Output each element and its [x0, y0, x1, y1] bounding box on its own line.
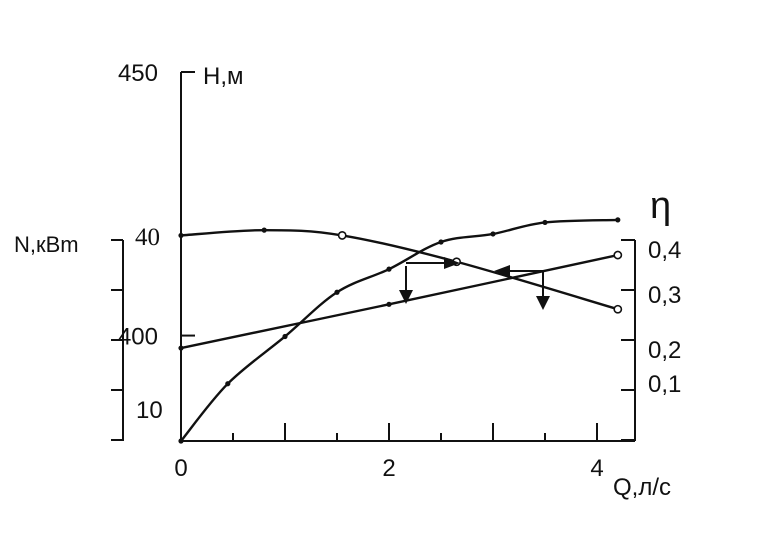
power-axis-title: N,кВm — [14, 232, 79, 257]
head-tick-label: 400 — [118, 324, 158, 351]
head-axis-title: H,м — [203, 63, 244, 90]
data-point-N — [386, 301, 392, 307]
series-line-N — [179, 253, 619, 350]
x-tick-label: 0 — [174, 455, 187, 482]
data-point-eta — [490, 231, 496, 237]
efficiency-tick-label: 0,2 — [648, 337, 681, 364]
series-line-eta — [179, 218, 619, 443]
data-point-H — [261, 227, 267, 233]
efficiency-tick-label: 0,1 — [648, 371, 681, 398]
power-tick-label: 40 — [135, 224, 160, 251]
head-tick-label: 450 — [118, 60, 158, 87]
axis-arrow-left — [399, 257, 460, 304]
data-point-eta — [615, 217, 621, 223]
data-point-H — [613, 304, 623, 314]
data-point-eta — [225, 381, 231, 387]
x-tick-label: 4 — [590, 455, 603, 482]
data-point-H — [178, 232, 184, 239]
x-axis-title: Q,л/с — [613, 474, 671, 501]
data-point-eta — [334, 289, 340, 295]
data-point-H — [337, 231, 347, 240]
data-point-eta — [178, 438, 184, 444]
x-tick-label: 2 — [382, 455, 395, 482]
marker-layer — [178, 217, 623, 444]
series-layer — [179, 218, 619, 443]
efficiency-tick-label: 0,3 — [648, 282, 681, 309]
series-line-H — [179, 228, 619, 311]
data-point-eta — [386, 266, 392, 272]
axis-arrow-right — [494, 265, 550, 310]
tick-layer: 0 2 4 450 400 40 10 0,4 0,3 0,2 0,1 — [111, 60, 681, 482]
data-point-N — [178, 345, 184, 351]
data-point-eta — [542, 219, 548, 226]
efficiency-axis-title: η — [650, 185, 671, 227]
power-tick-label: 10 — [136, 397, 163, 424]
data-point-N — [613, 250, 623, 260]
data-point-eta — [282, 333, 288, 340]
data-point-eta — [438, 239, 444, 245]
efficiency-tick-label: 0,4 — [648, 237, 681, 264]
